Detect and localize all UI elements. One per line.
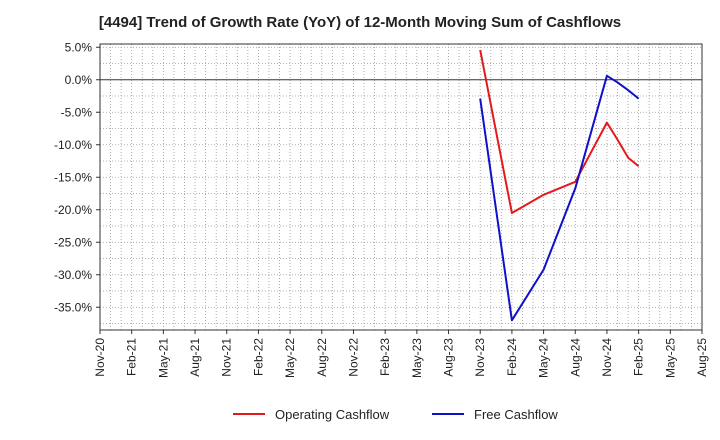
legend-label: Operating Cashflow xyxy=(275,407,390,422)
x-tick-label: May-22 xyxy=(283,338,297,378)
x-tick-label: Aug-23 xyxy=(442,338,456,377)
plot-background xyxy=(100,44,702,330)
y-tick-label: -10.0% xyxy=(54,138,92,152)
series-line-free-cashflow xyxy=(479,74,640,322)
axis-layer: 5.0% 0.0% -5.0% -10.0% -15.0% -20.0% -25.0% -30… xyxy=(54,40,709,378)
x-tick-label: Aug-25 xyxy=(695,338,709,377)
chart-title: [4494] Trend of Growth Rate (YoY) of 12-… xyxy=(98,14,622,31)
x-tick-label: Aug-24 xyxy=(568,338,582,377)
x-tick-label: Feb-25 xyxy=(632,338,646,376)
x-tick-label: Nov-21 xyxy=(220,338,234,377)
x-tick-label: May-23 xyxy=(410,338,424,378)
x-tick-label: May-24 xyxy=(537,338,551,378)
legend-label: Free Cashflow xyxy=(474,407,558,422)
y-tick-label: 0.0% xyxy=(65,73,93,87)
y-tick-label: -35.0% xyxy=(54,300,92,314)
y-tick-label: -25.0% xyxy=(54,235,92,249)
plot-border xyxy=(99,43,703,331)
y-tick-label: -15.0% xyxy=(54,170,92,184)
x-tick-label: Aug-21 xyxy=(188,338,202,377)
x-tick-label: Nov-23 xyxy=(473,338,487,377)
y-tick-label: -20.0% xyxy=(54,203,92,217)
x-tick-label: Aug-22 xyxy=(315,338,329,377)
x-tick-label: Feb-24 xyxy=(505,338,519,376)
x-tick-label: Feb-23 xyxy=(378,338,392,376)
grid-layer xyxy=(99,44,703,330)
y-tick-label: -5.0% xyxy=(61,105,93,119)
y-tick-label: 5.0% xyxy=(65,40,93,54)
x-tick-label: Feb-21 xyxy=(125,338,139,376)
series-line-operating-cashflow xyxy=(479,49,640,214)
x-tick-label: Feb-22 xyxy=(251,338,265,376)
x-tick-label: Nov-20 xyxy=(93,338,107,377)
series-layer xyxy=(479,49,640,322)
legend: Operating Cashflow Free Cashflow xyxy=(233,407,558,422)
y-tick-label: -30.0% xyxy=(54,268,92,282)
x-tick-label: May-21 xyxy=(156,338,170,378)
x-tick-label: Nov-22 xyxy=(346,338,360,377)
x-tick-label: Nov-24 xyxy=(600,338,614,377)
x-tick-label: May-25 xyxy=(663,338,677,378)
